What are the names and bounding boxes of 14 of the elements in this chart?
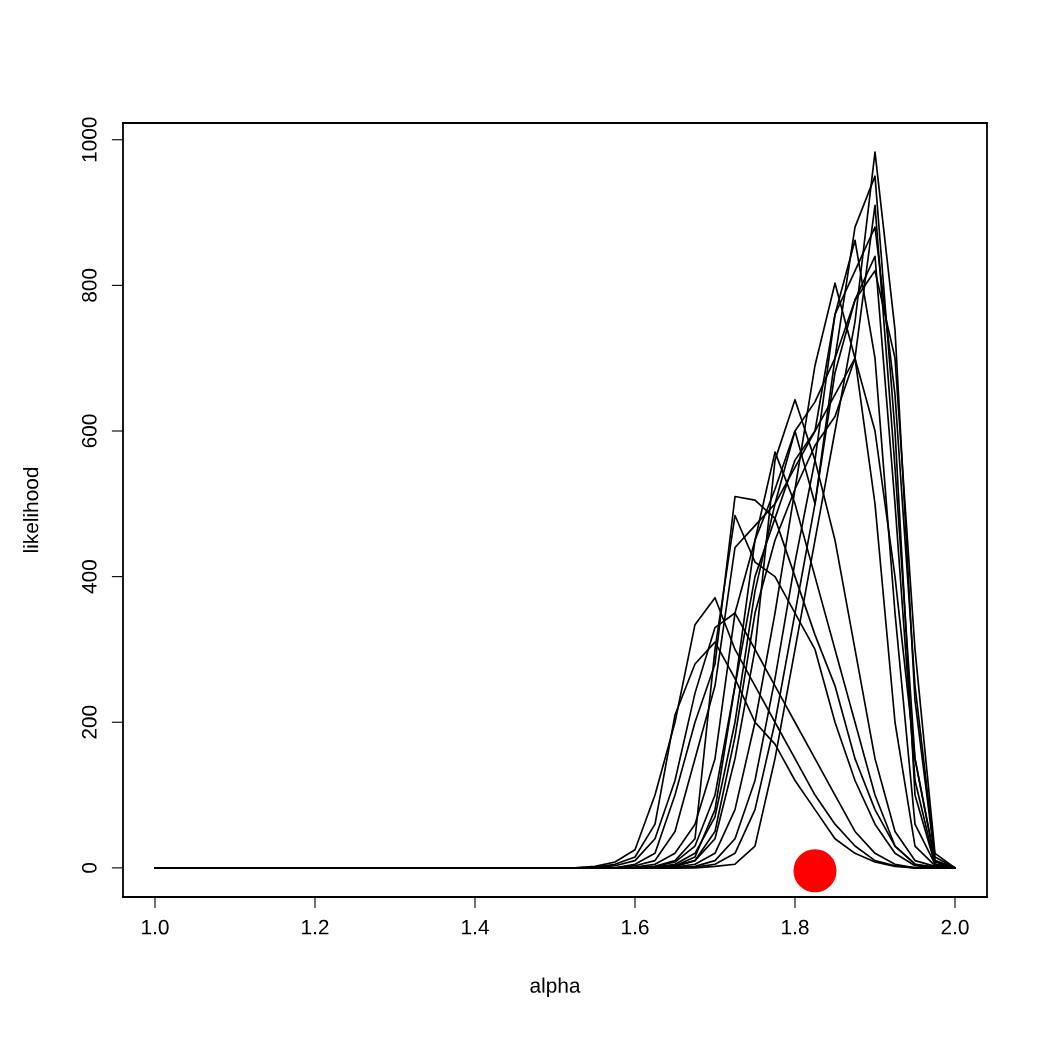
y-axis-title: likelihood	[23, 467, 39, 553]
x-tick-label: 1.2	[302, 919, 329, 935]
y-tick-label: 600	[81, 414, 97, 448]
x-tick-label: 1.4	[462, 919, 489, 935]
y-tick-label: 800	[81, 268, 97, 302]
x-tick-label: 2.0	[941, 919, 969, 935]
x-tick-label: 1.8	[782, 919, 809, 935]
y-tick-label: 1000	[81, 117, 97, 162]
x-axis-title: alpha	[530, 977, 581, 997]
y-tick-label: 0	[81, 862, 97, 873]
x-tick-label: 1.0	[142, 919, 169, 935]
y-tick-label: 200	[81, 705, 97, 739]
x-tick-label: 1.6	[622, 919, 649, 935]
y-tick-label: 400	[81, 560, 97, 594]
